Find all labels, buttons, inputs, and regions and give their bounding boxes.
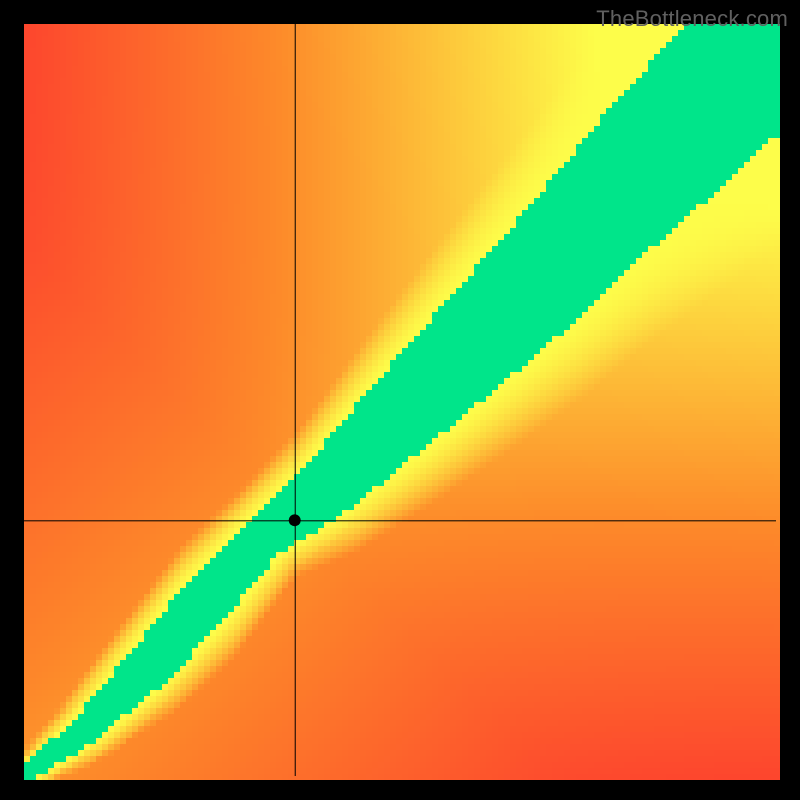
bottleneck-heatmap xyxy=(0,0,800,800)
chart-container: TheBottleneck.com xyxy=(0,0,800,800)
watermark-text: TheBottleneck.com xyxy=(596,6,788,32)
